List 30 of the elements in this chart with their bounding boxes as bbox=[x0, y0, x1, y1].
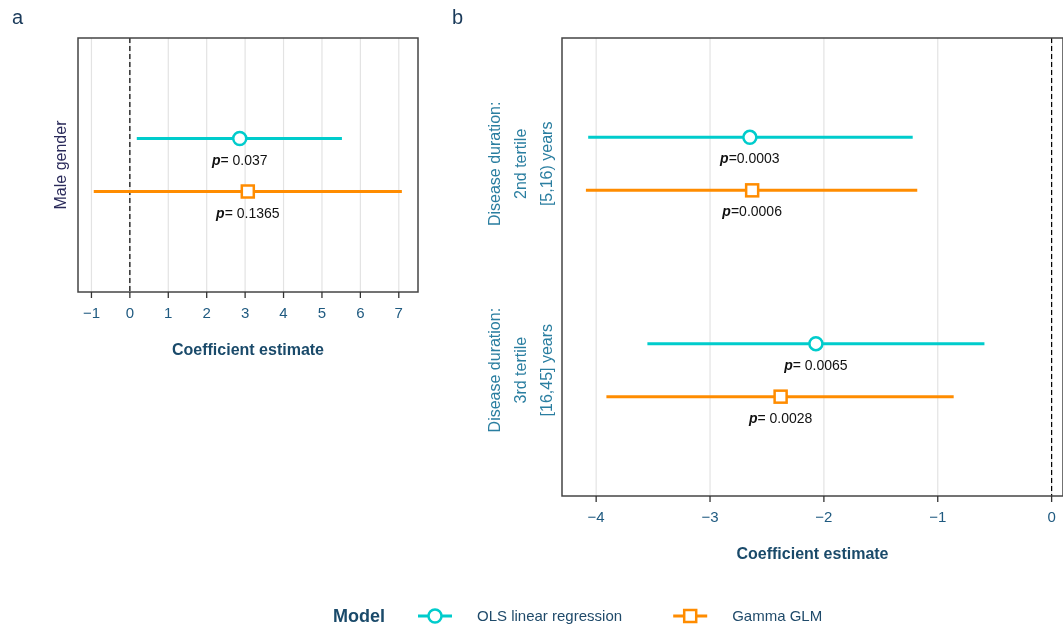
x-tick-label: 4 bbox=[279, 304, 288, 321]
x-tick-label: 2 bbox=[202, 304, 211, 321]
x-tick-label: 0 bbox=[125, 304, 135, 321]
x-tick-label: 6 bbox=[356, 304, 365, 321]
x-tick-label: 7 bbox=[394, 304, 403, 321]
annotation: p= 0.037 bbox=[210, 151, 268, 168]
y-tick-label: Disease duration: 3rd tertile [16,45] years bbox=[486, 307, 555, 433]
x-tick-label: −2 bbox=[815, 508, 833, 525]
x-tick-label: −4 bbox=[587, 508, 605, 525]
x-tick-label: 5 bbox=[317, 304, 327, 321]
y-tick-label: Disease duration: 2nd tertile [5,16) years bbox=[486, 101, 555, 227]
x-tick-label: −3 bbox=[701, 508, 719, 525]
y-tick-label: Male gender bbox=[52, 119, 69, 210]
annotation: p= 0.0065 bbox=[783, 356, 848, 373]
chart-title: a bbox=[12, 6, 24, 28]
x-tick-label: 0 bbox=[1047, 508, 1056, 525]
x-axis-title: Coefficient estimate bbox=[736, 545, 889, 562]
annotation: p=0.0003 bbox=[719, 150, 780, 167]
legend-title: Model bbox=[333, 606, 385, 626]
legend-label: Gamma GLM bbox=[732, 607, 823, 624]
x-tick-label: −1 bbox=[929, 508, 947, 525]
x-tick-label: 1 bbox=[164, 304, 173, 321]
x-tick-label: 3 bbox=[240, 304, 250, 321]
legend-label: OLS linear regression bbox=[477, 607, 623, 624]
annotation: p= 0.1365 bbox=[215, 204, 280, 221]
annotation: p= 0.0028 bbox=[747, 409, 813, 426]
x-axis-title: Coefficient estimate bbox=[171, 341, 325, 358]
chart-title: b bbox=[452, 6, 464, 28]
x-tick-label: −1 bbox=[82, 304, 100, 321]
annotation: p=0.0006 bbox=[721, 203, 783, 220]
